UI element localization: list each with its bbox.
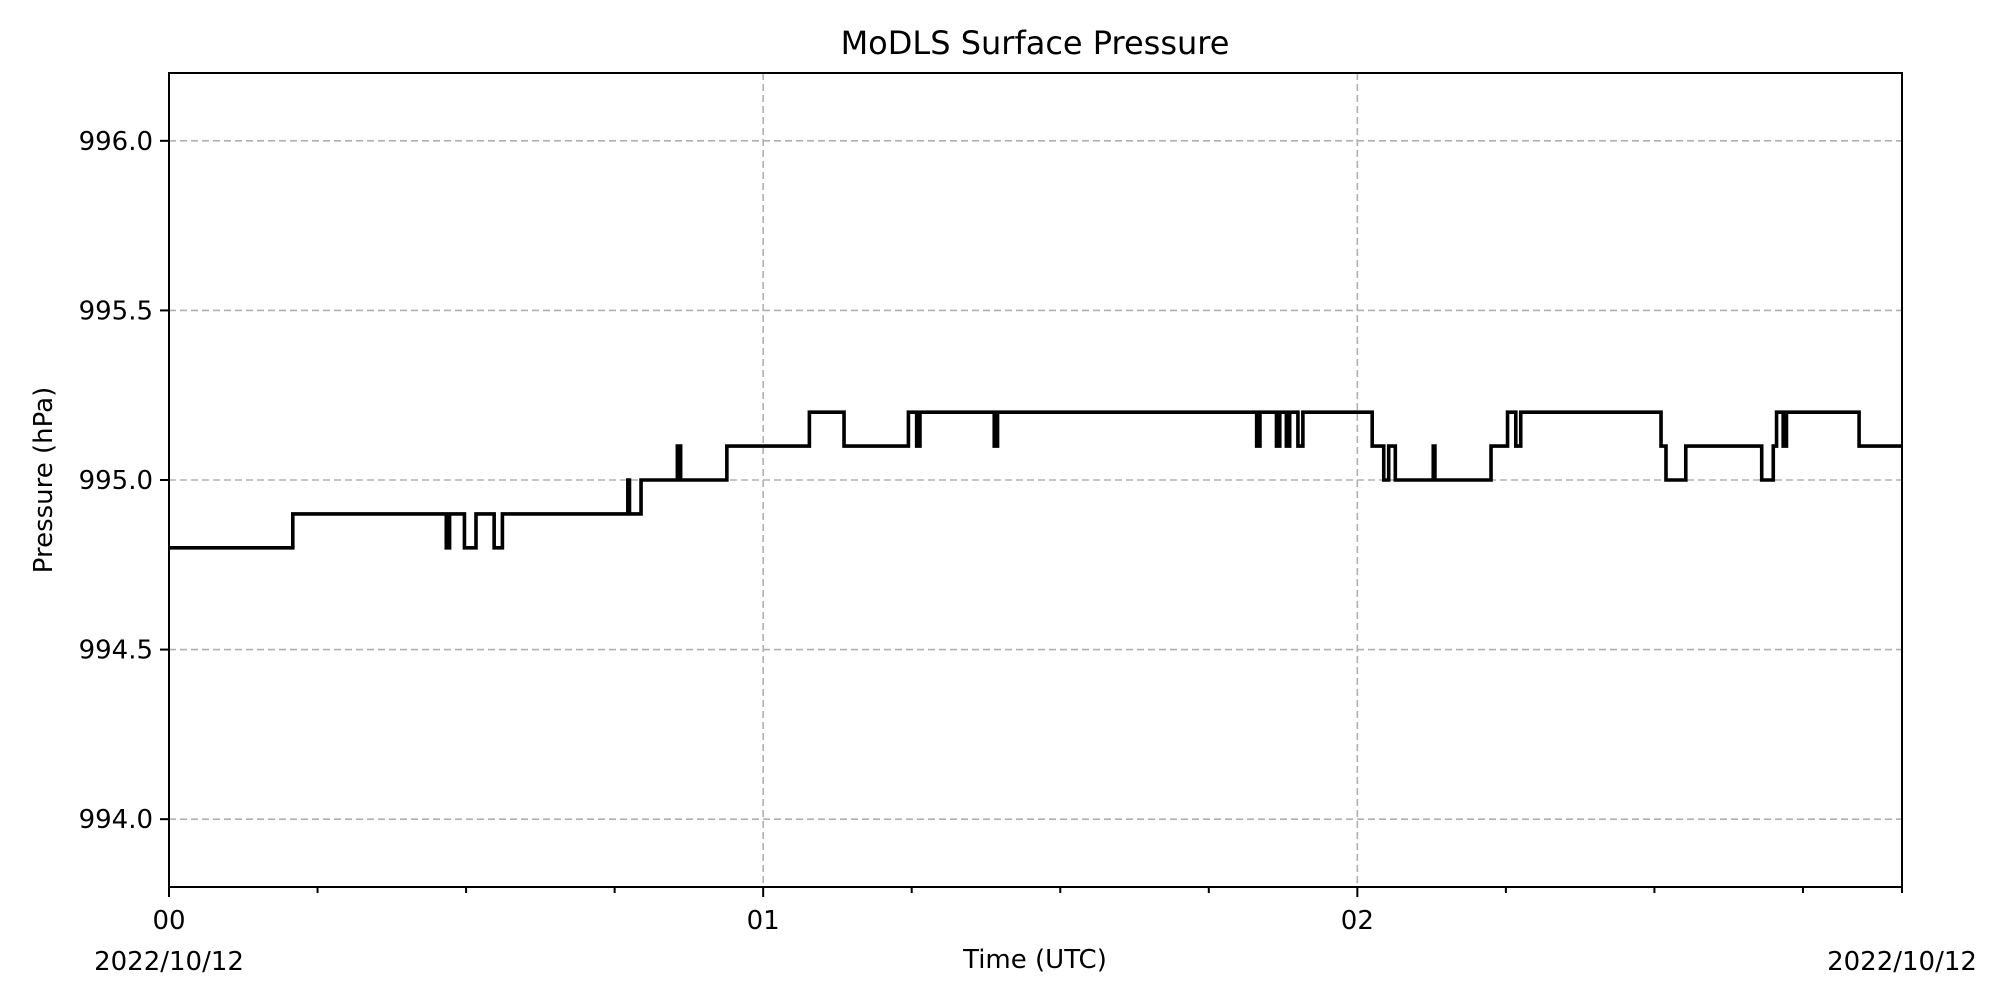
y-tick-label: 994.0 (79, 805, 153, 835)
plot-area (169, 410, 1902, 550)
pressure-series-line (169, 410, 1902, 550)
chart-title: MoDLS Surface Pressure (841, 24, 1230, 62)
x-axis-label: Time (UTC) (962, 945, 1107, 975)
x-axis: 00 01 02 (152, 887, 1903, 936)
y-axis: 994.0 994.5 995.0 995.5 996.0 (79, 127, 169, 835)
y-tick-label: 996.0 (79, 127, 153, 157)
y-tick-label: 994.5 (79, 636, 153, 666)
y-tick-label: 995.0 (79, 466, 153, 496)
grid-layer (169, 73, 1902, 887)
x-date-label-left: 2022/10/12 (94, 947, 244, 977)
x-tick-label: 02 (1341, 906, 1374, 936)
x-tick-label: 01 (747, 906, 780, 936)
x-tick-label: 00 (152, 906, 185, 936)
x-date-label-right: 2022/10/12 (1827, 947, 1977, 977)
y-axis-label: Pressure (hPa) (29, 387, 59, 574)
y-tick-label: 995.5 (79, 296, 153, 326)
